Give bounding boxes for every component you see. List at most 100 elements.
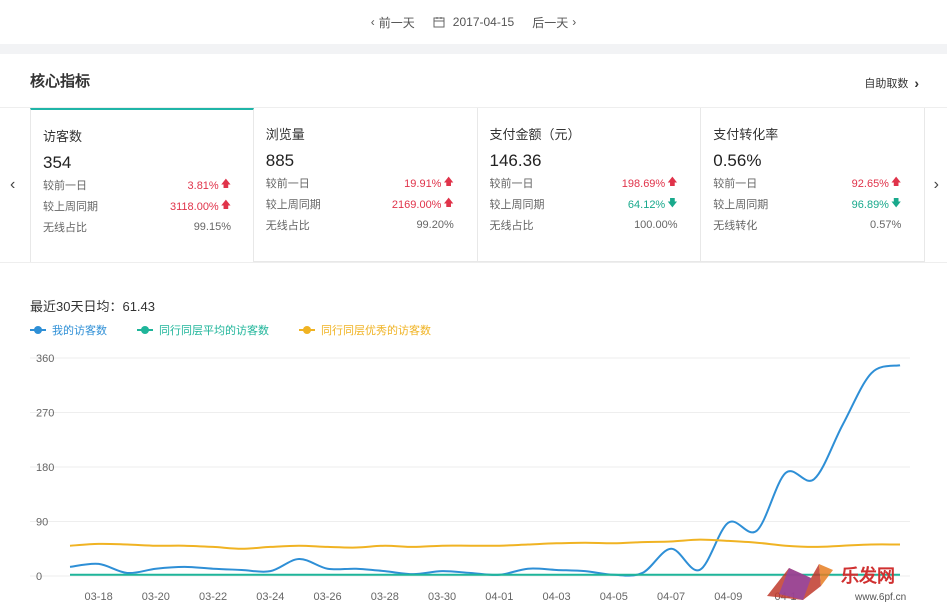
- x-tick-label: 03-30: [428, 591, 456, 603]
- metric-row: 较上周同期 3118.00% 🡅: [43, 198, 231, 215]
- metric-row: 较前一日 19.91% 🡅: [266, 175, 454, 192]
- arrow-up-icon: 🡅: [220, 200, 231, 211]
- y-tick-label: 0: [36, 571, 42, 583]
- metric-row-label: 无线占比: [489, 220, 534, 232]
- arrow-up-icon: 🡅: [443, 198, 454, 209]
- metric-row-label: 无线转化: [713, 220, 758, 232]
- site-logo-watermark: 乐发网 www.6pf.cn: [767, 564, 906, 603]
- metric-row: 无线占比 100.00%: [490, 217, 678, 233]
- date-navigation: ‹ 前一天 2017-04-15 后一天 ›: [0, 0, 947, 44]
- thirty-day-average: 最近30天日均：61.43: [30, 299, 155, 314]
- section-header: 核心指标 自助取数 ›: [0, 54, 947, 108]
- y-tick-label: 90: [36, 517, 48, 529]
- legend-label: 同行同层平均的访客数: [159, 325, 269, 337]
- metric-row: 较上周同期 64.12% 🡇: [490, 196, 678, 213]
- x-tick-label: 04-01: [485, 591, 513, 603]
- metric-name: 支付转化率: [713, 127, 779, 142]
- metric-row-value: 3118.00% 🡅: [170, 198, 231, 215]
- current-date: 2017-04-15: [452, 15, 515, 29]
- metric-value: 0.56%: [713, 151, 762, 170]
- y-tick-label: 360: [36, 353, 54, 365]
- metric-row-number: 92.65%: [851, 177, 889, 190]
- metric-row: 较前一日 92.65% 🡅: [713, 175, 901, 192]
- arrow-down-icon: 🡇: [890, 198, 902, 209]
- legend-item[interactable]: 我的访客数: [30, 322, 107, 338]
- metric-row-label: 较前一日: [713, 178, 758, 190]
- metric-row-label: 较上周同期: [713, 199, 769, 211]
- metric-row-value: 92.65% 🡅: [852, 175, 902, 192]
- metric-card[interactable]: 访客数 354 较前一日 3.81% 🡅 较上周同期 3118.00% 🡅 无线占比…: [30, 108, 254, 262]
- metric-row-value: 2169.00% 🡅: [392, 196, 454, 213]
- metric-row-value: 19.91% 🡅: [404, 175, 454, 192]
- x-tick-label: 04-09: [714, 591, 742, 603]
- arrow-up-icon: 🡅: [220, 179, 231, 190]
- metric-row-number: 96.89%: [851, 198, 889, 211]
- metric-row-number: 2169.00%: [391, 198, 442, 211]
- metric-value: 354: [43, 153, 72, 172]
- metric-row-value: 0.57%: [870, 217, 901, 233]
- metric-row-number: 0.57%: [870, 219, 902, 231]
- metric-row-value: 99.20%: [416, 217, 453, 233]
- metric-row-value: 100.00%: [634, 217, 677, 233]
- metric-name: 访客数: [43, 129, 83, 144]
- separator-strip: [0, 44, 947, 54]
- chevron-left-icon: ‹: [370, 15, 375, 29]
- next-day-button[interactable]: 后一天 ›: [532, 14, 576, 31]
- cards-prev-arrow-icon[interactable]: ‹: [10, 176, 16, 193]
- metric-row-number: 99.15%: [193, 221, 231, 233]
- metric-row-value: 64.12% 🡇: [628, 196, 678, 213]
- metric-row-value: 99.15%: [194, 219, 231, 235]
- metric-card[interactable]: 浏览量 885 较前一日 19.91% 🡅 较上周同期 2169.00% 🡅 无线占…: [253, 108, 478, 262]
- arrow-down-icon: 🡇: [667, 198, 678, 209]
- x-tick-label: 03-18: [85, 591, 113, 603]
- metric-row-number: 3.81%: [187, 179, 219, 192]
- cards-next-arrow-icon[interactable]: ›: [933, 176, 939, 193]
- metric-card[interactable]: 支付金额（元） 146.36 较前一日 198.69% 🡅 较上周同期 64.12…: [477, 108, 702, 262]
- x-tick-label: 04-03: [542, 591, 570, 603]
- metric-row-number: 99.20%: [416, 219, 454, 231]
- arrow-up-icon: 🡅: [667, 177, 678, 188]
- metric-row: 较上周同期 96.89% 🡇: [713, 196, 901, 213]
- legend-item[interactable]: 同行同层平均的访客数: [137, 322, 269, 338]
- metric-row: 较上周同期 2169.00% 🡅: [266, 196, 454, 213]
- metric-row-label: 较上周同期: [43, 201, 98, 213]
- legend-item[interactable]: 同行同层优秀的访客数: [299, 322, 431, 338]
- prev-day-button[interactable]: ‹ 前一天: [371, 14, 415, 31]
- date-picker[interactable]: 2017-04-15: [433, 15, 514, 29]
- self-fetch-link[interactable]: 自助取数 ›: [864, 75, 919, 91]
- chevron-right-icon: ›: [572, 15, 577, 29]
- legend-swatch: [30, 326, 46, 334]
- metric-row-number: 64.12%: [627, 198, 666, 211]
- x-tick-label: 03-28: [371, 591, 399, 603]
- metric-row: 无线转化 0.57%: [713, 217, 901, 233]
- metric-row-label: 较上周同期: [265, 199, 321, 211]
- metric-row-number: 198.69%: [621, 177, 666, 190]
- x-tick-label: 03-24: [256, 591, 284, 603]
- x-tick-label: 04-07: [657, 591, 685, 603]
- calendar-icon: [433, 17, 445, 28]
- prev-day-label: 前一天: [378, 15, 415, 30]
- arrow-up-icon: 🡅: [890, 177, 902, 188]
- metric-name: 浏览量: [265, 127, 305, 142]
- legend-label: 同行同层优秀的访客数: [321, 325, 431, 337]
- metric-value: 885: [265, 151, 295, 170]
- metric-row-label: 较上周同期: [489, 199, 545, 211]
- metric-row-label: 较前一日: [43, 180, 87, 192]
- divider: [0, 262, 947, 263]
- metric-row: 无线占比 99.20%: [266, 217, 454, 233]
- legend-label: 我的访客数: [52, 325, 107, 337]
- visitors-line-chart: 0 90 180 270 360 03-18 03-20 03-22 03-24 03-26 03-…: [30, 353, 910, 603]
- metric-row-label: 无线占比: [265, 220, 310, 232]
- metric-card[interactable]: 支付转化率 0.56% 较前一日 92.65% 🡅 较上周同期 96.89% 🡇 无…: [701, 108, 925, 262]
- x-tick-label: 03-22: [199, 591, 227, 603]
- chevron-right-icon: ›: [914, 75, 919, 91]
- metric-row-value: 96.89% 🡇: [852, 196, 902, 213]
- svg-text:乐发网: 乐发网: [841, 565, 895, 587]
- chart-legend: 我的访客数 同行同层平均的访客数 同行同层优秀的访客数: [30, 322, 431, 338]
- section-title: 核心指标: [30, 73, 91, 90]
- metric-cards: 访客数 354 较前一日 3.81% 🡅 较上周同期 3118.00% 🡅 无线占比…: [30, 108, 925, 262]
- metric-row-value: 198.69% 🡅: [622, 175, 678, 192]
- metric-row: 较前一日 198.69% 🡅: [490, 175, 678, 192]
- next-day-label: 后一天: [532, 15, 569, 30]
- metric-row-label: 较前一日: [265, 178, 310, 190]
